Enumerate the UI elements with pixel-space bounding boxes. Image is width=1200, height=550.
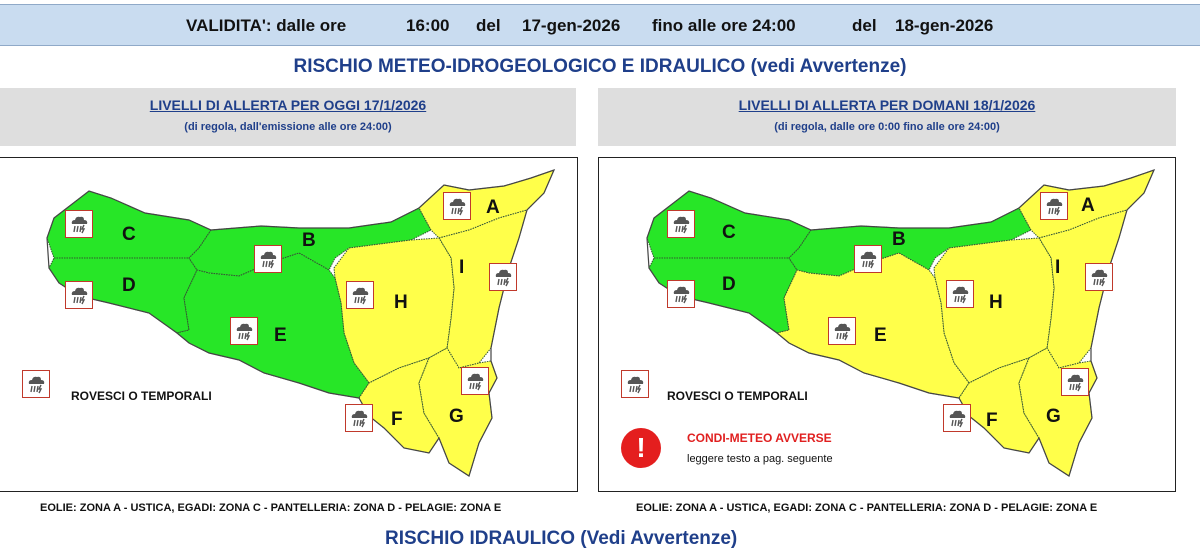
zone-label-h: H: [394, 292, 408, 313]
zone-label-i: I: [459, 257, 464, 278]
coastline: [46, 168, 556, 477]
validity-start-date: 17-gen-2026: [522, 16, 621, 35]
storm-cloud-icon: [65, 281, 93, 309]
storm-cloud-icon: [65, 210, 93, 238]
storm-cloud-icon: [828, 317, 856, 345]
tomorrow-heading: LIVELLI DI ALLERTA PER DOMANI 18/1/2026: [738, 97, 1036, 113]
exclamation-circle-icon: !: [621, 428, 661, 468]
zone-label-h: H: [989, 292, 1003, 313]
storm-cloud-icon: [230, 317, 258, 345]
zone-h: [333, 237, 455, 384]
warning-title: CONDI-METEO AVVERSE: [687, 431, 832, 445]
storm-cloud-icon: [667, 210, 695, 238]
zone-h: [933, 237, 1055, 384]
zone-label-a: A: [486, 197, 500, 218]
zone-e: [775, 252, 970, 399]
today-map-panel: A B C D E F G H I ROVESCI O TEMPORALI: [0, 157, 578, 492]
storm-cloud-icon: [346, 281, 374, 309]
storm-cloud-icon: [1085, 263, 1113, 291]
zone-label-g: G: [1046, 406, 1061, 427]
storm-cloud-icon: [667, 280, 695, 308]
validity-bar: VALIDITA': dalle ore 16:00 del 17-gen-20…: [0, 4, 1200, 46]
validity-until: fino alle ore 24:00: [652, 16, 796, 35]
validity-del-1: del: [476, 16, 501, 35]
zone-label-i: I: [1055, 257, 1060, 278]
today-subheading: (di regola, dall'emissione alle ore 24:0…: [184, 121, 392, 133]
storm-cloud-icon: [489, 263, 517, 291]
zone-label-b: B: [892, 229, 906, 250]
today-panel-header: LIVELLI DI ALLERTA PER OGGI 17/1/2026 (d…: [0, 88, 576, 146]
storm-cloud-icon: [1040, 192, 1068, 220]
zone-label-f: F: [391, 409, 403, 430]
zone-label-d: D: [122, 275, 136, 296]
storm-cloud-icon: [946, 280, 974, 308]
warning-subtitle: leggere testo a pag. seguente: [687, 453, 833, 465]
storm-cloud-icon: [461, 367, 489, 395]
zone-label-f: F: [986, 410, 998, 431]
storm-cloud-icon: [443, 192, 471, 220]
tomorrow-map-panel: A B C D E F G H I ROVESCI O TEMPORALI ! …: [598, 157, 1176, 492]
storm-cloud-icon: [22, 370, 50, 398]
storm-cloud-icon: [254, 245, 282, 273]
validity-label: VALIDITA': dalle ore: [186, 16, 347, 35]
zone-e: [175, 252, 370, 399]
main-title: RISCHIO METEO-IDROGEOLOGICO E IDRAULICO …: [293, 56, 907, 77]
zone-label-e: E: [874, 325, 887, 346]
zone-label-e: E: [274, 325, 287, 346]
today-sicily-map: A B C D E F G H I: [46, 168, 556, 477]
storm-cloud-icon: [345, 404, 373, 432]
zone-label-a: A: [1081, 195, 1095, 216]
validity-end-date: 18-gen-2026: [895, 16, 994, 35]
validity-start-time: 16:00: [406, 16, 450, 35]
coastline: [646, 168, 1156, 477]
storm-cloud-icon: [943, 404, 971, 432]
next-section-title: RISCHIO IDRAULICO (Vedi Avvertenze): [385, 528, 738, 549]
zone-label-c: C: [122, 224, 136, 245]
zone-label-c: C: [722, 222, 736, 243]
zone-label-d: D: [722, 274, 736, 295]
today-heading: LIVELLI DI ALLERTA PER OGGI 17/1/2026: [149, 97, 427, 113]
storm-cloud-icon: [854, 245, 882, 273]
today-legend-text: ROVESCI O TEMPORALI: [71, 389, 212, 403]
tomorrow-sicily-map: A B C D E F G H I: [646, 168, 1156, 477]
storm-cloud-icon: [621, 370, 649, 398]
zone-label-b: B: [302, 230, 316, 251]
tomorrow-legend-text: ROVESCI O TEMPORALI: [667, 389, 808, 403]
tomorrow-panel-header: LIVELLI DI ALLERTA PER DOMANI 18/1/2026 …: [598, 88, 1176, 146]
tomorrow-subheading: (di regola, dalle ore 0:00 fino alle ore…: [774, 121, 1000, 133]
tomorrow-footnote: EOLIE: ZONA A - USTICA, EGADI: ZONA C - …: [636, 502, 1098, 514]
zone-label-g: G: [449, 406, 464, 427]
today-footnote: EOLIE: ZONA A - USTICA, EGADI: ZONA C - …: [40, 502, 502, 514]
storm-cloud-icon: [1061, 368, 1089, 396]
validity-del-2: del: [852, 16, 877, 35]
